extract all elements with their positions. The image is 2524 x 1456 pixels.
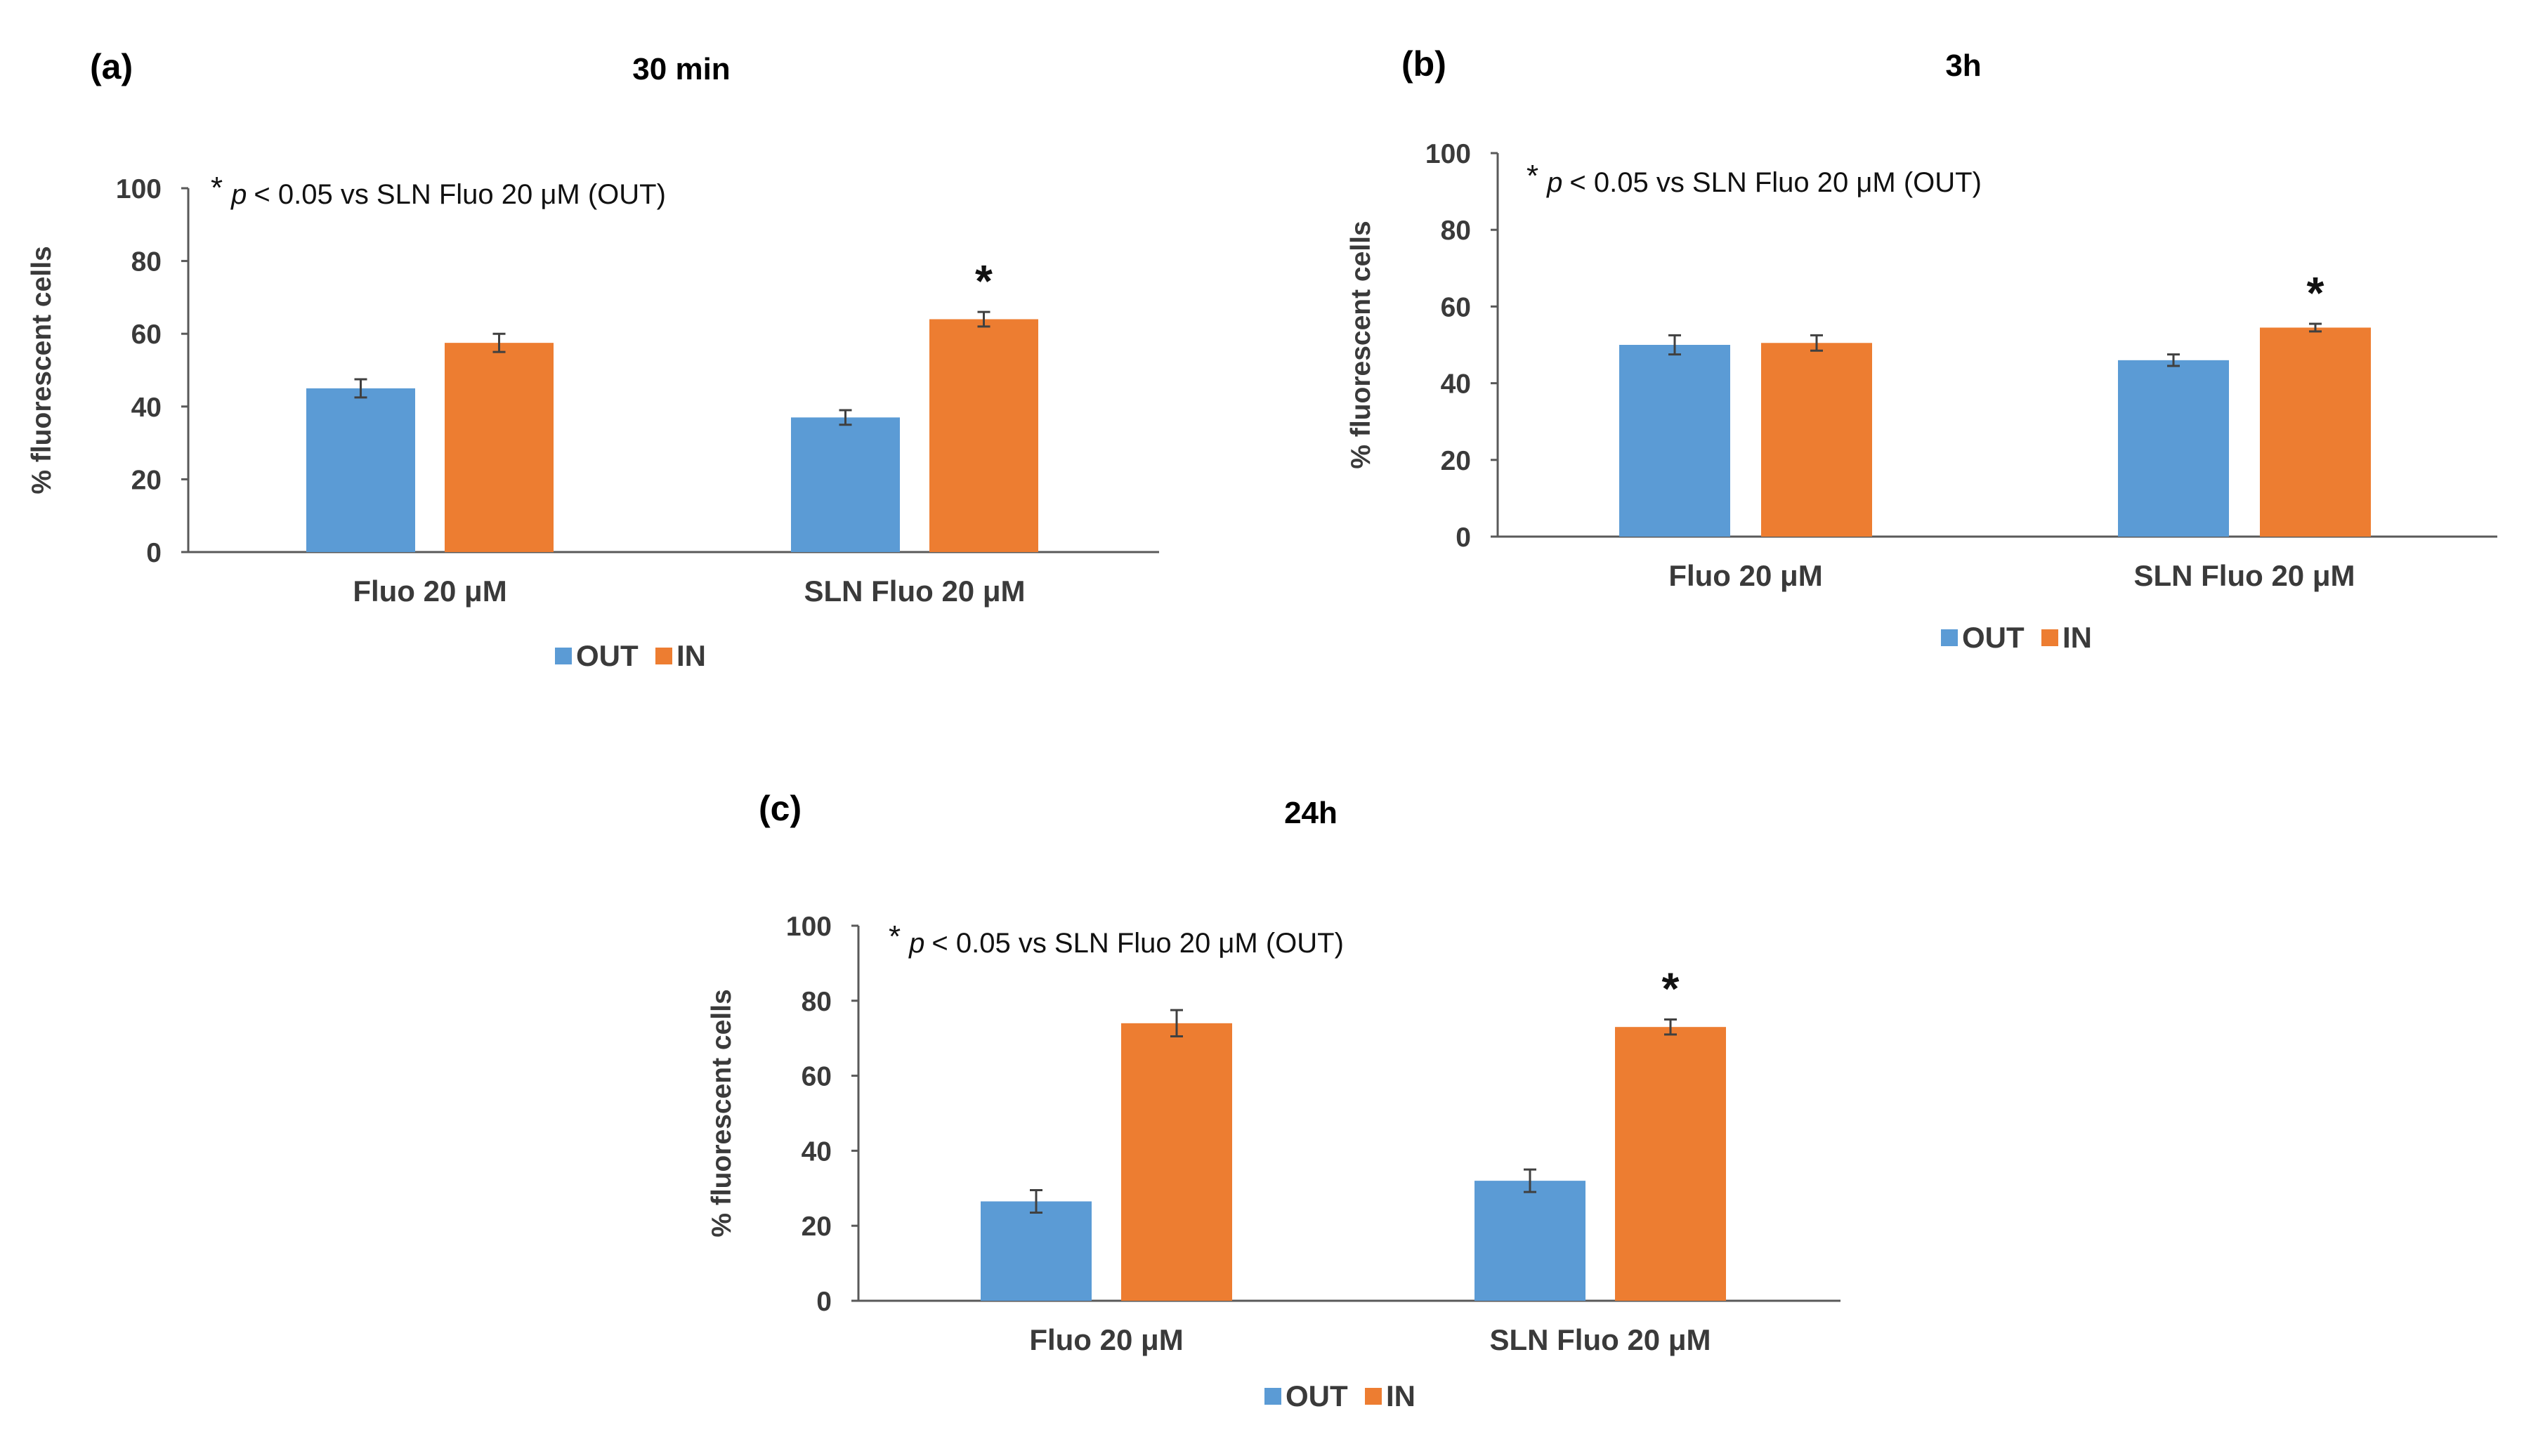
legend-label-out: OUT [1962,621,2025,654]
y-tick-label: 0 [1456,523,1471,553]
bar-in-2 [1615,1027,1726,1301]
bar-out-2 [1474,1181,1585,1301]
y-tick-label: 0 [146,538,162,568]
bar-in-2 [2260,327,2371,537]
legend-swatch-out [1941,629,1958,646]
significance-star: * [2307,268,2324,318]
x-category-label: Fluo 20 μM [1668,559,1822,592]
y-tick-label: 60 [1441,292,1471,322]
chart-title: 3h [1945,48,1981,83]
panel-letter: (b) [1401,44,1446,84]
note-text: < 0.05 vs SLN Fluo 20 μM (OUT) [254,179,666,210]
significance-note: * p < 0.05 vs SLN Fluo 20 μM (OUT) [211,171,666,210]
note-star: * [211,171,223,205]
bar-out-2 [2118,360,2229,537]
y-tick-label: 60 [802,1062,832,1092]
panel-letter: (a) [90,47,133,86]
y-tick-label: 100 [1425,139,1471,169]
chart-title: 24h [1284,796,1338,830]
bar-in-1 [445,343,554,552]
y-tick-label: 20 [1441,446,1471,476]
bar-out-1 [1619,345,1730,537]
x-category-label: SLN Fluo 20 μM [1489,1323,1711,1356]
y-tick-label: 100 [786,912,832,942]
y-tick-label: 40 [131,393,162,423]
bar-out-2 [791,417,900,552]
y-tick-label: 40 [802,1136,832,1167]
note-p: p [1546,167,1562,198]
y-tick-label: 60 [131,320,162,350]
legend-label-out: OUT [1286,1379,1348,1412]
legend-swatch-in [655,648,672,664]
significance-star: * [1662,964,1680,1014]
note-star: * [1526,159,1538,193]
y-axis-label: % fluorescent cells [707,989,737,1237]
note-p: p [230,179,247,210]
y-axis-label: % fluorescent cells [27,246,57,494]
bar-in-1 [1121,1023,1232,1301]
panel-letter: (c) [759,789,802,828]
legend-swatch-out [555,648,572,664]
significance-star: * [975,256,993,306]
y-tick-label: 80 [802,987,832,1017]
y-tick-label: 80 [131,247,162,277]
note-star: * [889,919,901,954]
chart-panel-a: (a) 30 min 0 20 40 60 80 100 % fluorescent cells… [27,47,1159,672]
x-category-label: SLN Fluo 20 μM [804,575,1025,608]
legend-label-in: IN [2062,621,2092,654]
bar-in-1 [1761,343,1872,537]
y-axis-label: % fluorescent cells [1346,221,1376,468]
legend-swatch-out [1264,1388,1281,1405]
x-category-label: Fluo 20 μM [1029,1323,1183,1356]
y-tick-label: 80 [1441,216,1471,246]
y-tick-label: 20 [802,1212,832,1242]
legend-label-in: IN [676,639,706,672]
y-tick-label: 20 [131,465,162,495]
legend-swatch-in [2041,629,2058,646]
legend-swatch-in [1365,1388,1382,1405]
y-tick-label: 0 [816,1287,832,1317]
significance-note: * p < 0.05 vs SLN Fluo 20 μM (OUT) [889,919,1344,959]
chart-title: 30 min [632,52,730,86]
chart-panel-b: (b) 3h 0 20 40 60 80 100 % fluorescent cells * p < … [1346,44,2497,654]
x-category-label: Fluo 20 μM [353,575,506,608]
y-tick-label: 100 [116,174,162,204]
bar-in-2 [929,319,1038,552]
legend-label-in: IN [1386,1379,1415,1412]
x-category-label: SLN Fluo 20 μM [2133,559,2355,592]
significance-note: * p < 0.05 vs SLN Fluo 20 μM (OUT) [1526,159,1982,198]
bar-out-1 [981,1201,1092,1301]
note-text: < 0.05 vs SLN Fluo 20 μM (OUT) [931,928,1344,959]
note-text: < 0.05 vs SLN Fluo 20 μM (OUT) [1569,167,1982,198]
note-p: p [908,928,924,959]
y-tick-label: 40 [1441,369,1471,400]
bar-out-1 [306,388,415,552]
legend-label-out: OUT [576,639,639,672]
